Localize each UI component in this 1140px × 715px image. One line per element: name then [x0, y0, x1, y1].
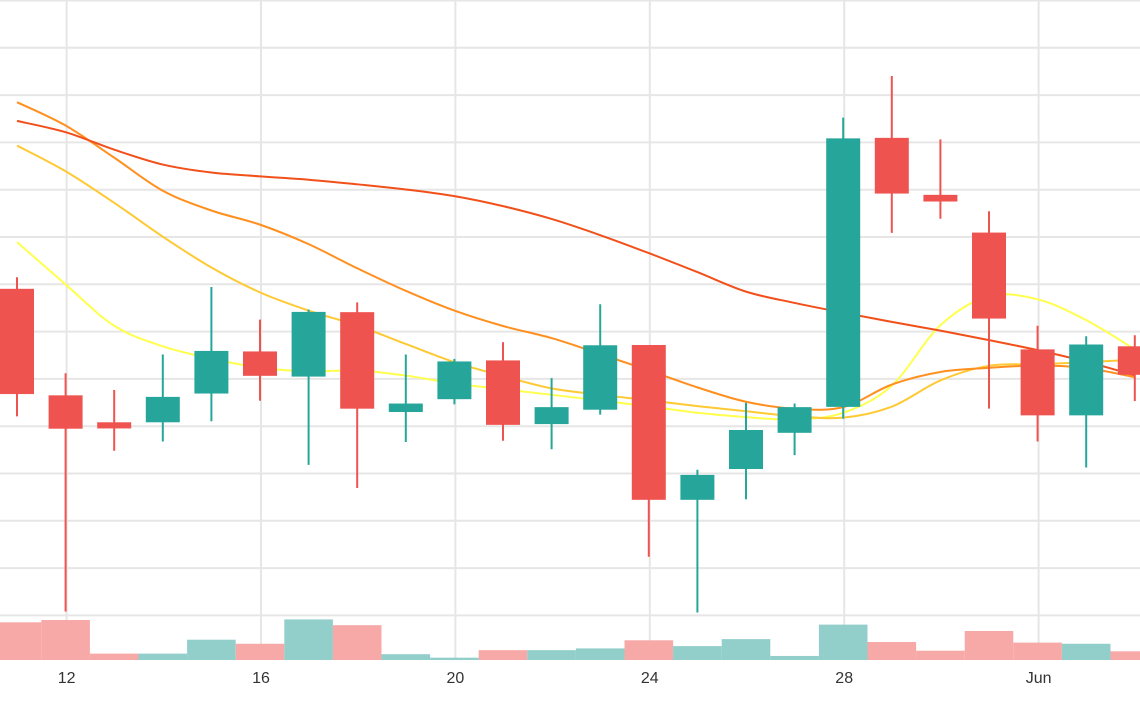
candle-body: [778, 407, 812, 433]
candle: [1021, 326, 1055, 442]
candle-body: [486, 360, 520, 424]
volume-bar: [1111, 651, 1140, 660]
candle: [826, 118, 860, 419]
candle: [680, 470, 714, 613]
candle-body: [1118, 346, 1140, 374]
candle-body: [194, 351, 228, 394]
candle-body: [146, 397, 180, 422]
candle: [340, 302, 374, 488]
candle-body: [243, 351, 277, 375]
candle: [535, 378, 569, 449]
candle: [632, 345, 666, 557]
grid-layer: [0, 0, 1140, 660]
volume-bar: [139, 654, 188, 660]
volume-bar: [236, 644, 285, 660]
x-axis-ticks: 12 16 20 24 28 Jun: [58, 670, 1052, 687]
x-tick-label: 28: [835, 670, 853, 687]
x-tick-label: 16: [252, 670, 270, 687]
volume-bar: [1062, 644, 1111, 660]
volume-bar: [965, 631, 1014, 660]
candle-body: [826, 138, 860, 407]
candle-body: [1021, 349, 1055, 415]
candle-body: [923, 195, 957, 202]
volume-bar: [1013, 643, 1062, 660]
volume-bar: [382, 654, 431, 660]
candle-body: [437, 361, 471, 399]
volume-bar: [819, 625, 868, 660]
candle-body: [583, 345, 617, 409]
candle-body: [729, 430, 763, 469]
volume-bar: [625, 640, 674, 660]
x-tick-label: 24: [641, 670, 659, 687]
candle: [875, 76, 909, 233]
candle: [923, 139, 957, 218]
moving-average-line: [17, 121, 1135, 375]
candle: [0, 277, 34, 416]
candle-body: [972, 233, 1006, 319]
candle-body: [292, 312, 326, 377]
volume-bar: [916, 651, 965, 660]
volume-bar: [576, 648, 625, 660]
candle: [583, 304, 617, 414]
candle-body: [49, 395, 83, 428]
volume-bar: [527, 650, 576, 660]
candle-body: [632, 345, 666, 500]
candle-body: [340, 312, 374, 409]
volume-bar: [187, 640, 236, 660]
candle: [778, 404, 812, 456]
volume-bar: [333, 625, 382, 660]
candle: [292, 310, 326, 465]
moving-average-line: [17, 146, 1135, 419]
candle-body: [1069, 345, 1103, 416]
x-tick-label: 20: [447, 670, 465, 687]
candle: [49, 373, 83, 611]
volume-bar: [770, 656, 819, 660]
x-tick-label: 12: [58, 670, 76, 687]
candle-body: [680, 475, 714, 500]
candle: [437, 359, 471, 404]
volume-bar: [479, 650, 528, 660]
volume-layer: [0, 619, 1140, 660]
candle-body: [97, 422, 131, 428]
moving-average-line: [17, 102, 1135, 410]
volume-bar: [90, 654, 139, 660]
volume-bar: [284, 619, 333, 660]
candle-body: [389, 404, 423, 412]
volume-bar: [430, 658, 479, 660]
candle: [389, 355, 423, 443]
volume-bar: [722, 639, 771, 660]
volume-bar: [868, 642, 917, 660]
moving-average-layer: [17, 102, 1135, 419]
volume-bar: [0, 622, 41, 660]
candle: [97, 390, 131, 451]
x-tick-label: Jun: [1026, 670, 1052, 687]
candle: [1069, 336, 1103, 467]
candle-body: [0, 289, 34, 394]
volume-bar: [41, 620, 90, 660]
volume-bar: [673, 646, 722, 660]
candle-body: [535, 407, 569, 424]
candle: [146, 355, 180, 442]
candle-body: [875, 138, 909, 194]
candle: [194, 287, 228, 421]
